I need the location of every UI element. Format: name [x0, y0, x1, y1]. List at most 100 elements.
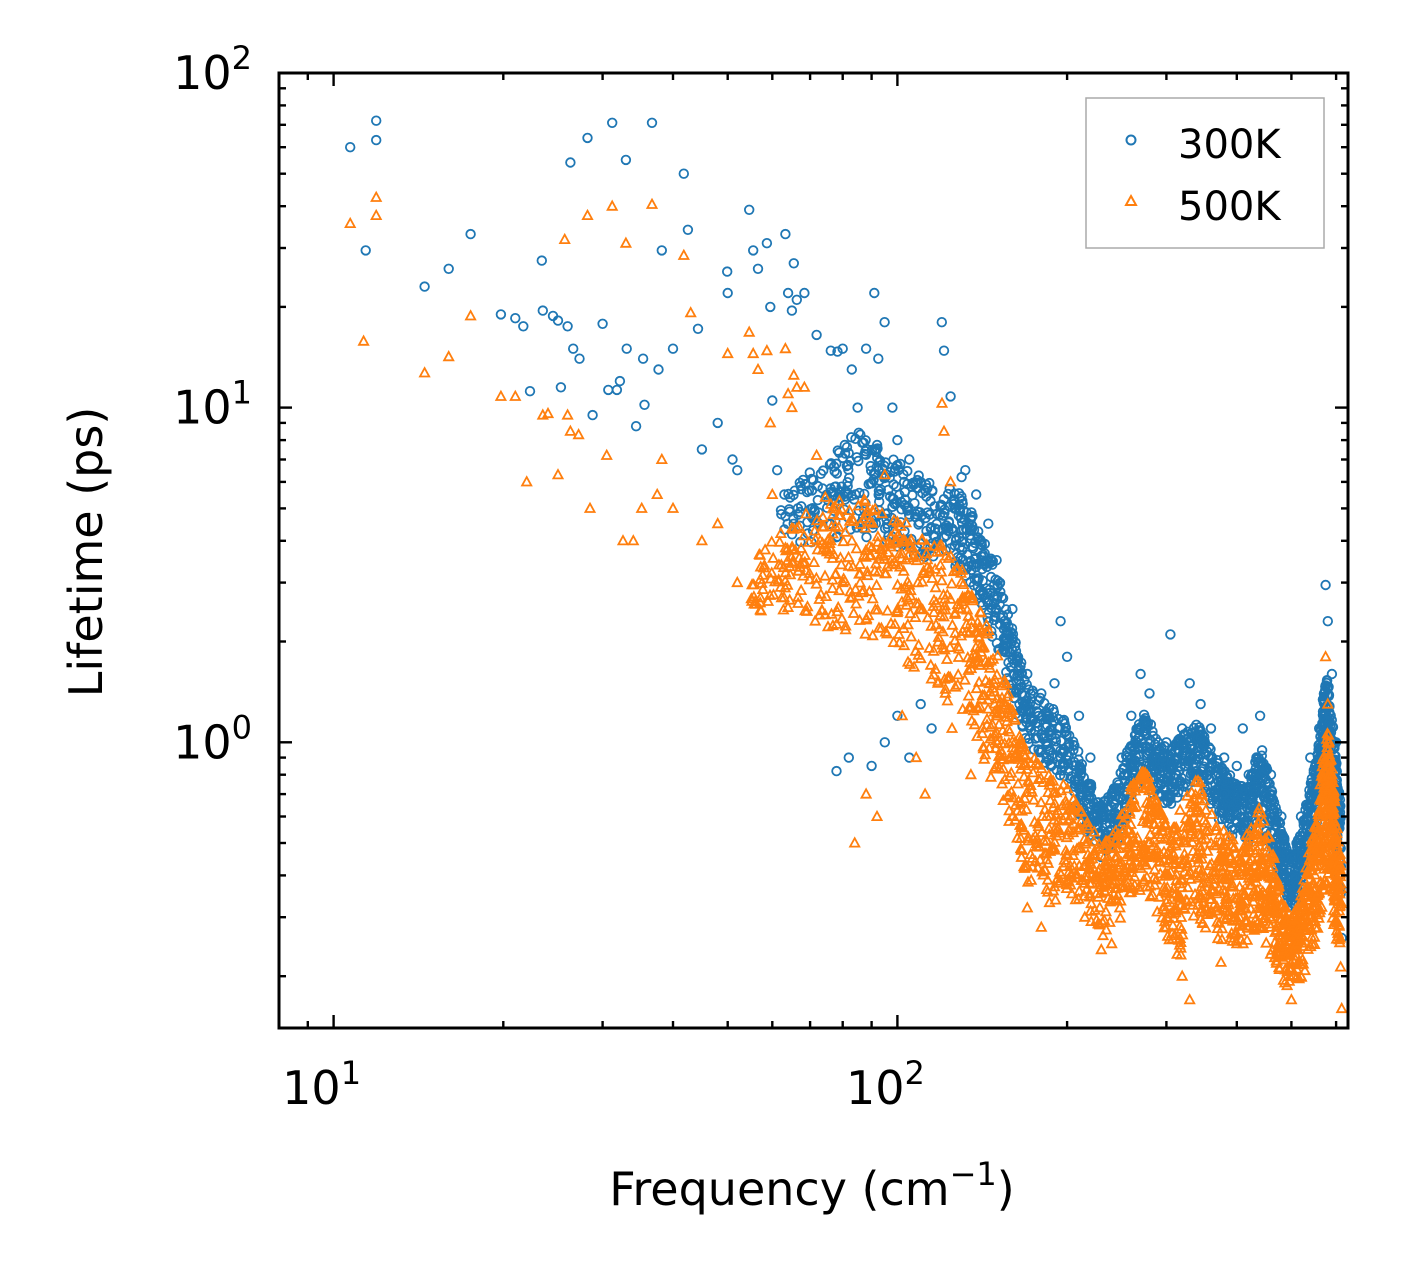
data-point-500K	[839, 525, 852, 537]
x-tick-label: 101	[282, 1054, 361, 1115]
data-point-300K	[1019, 674, 1030, 686]
data-point-300K	[345, 141, 356, 153]
data-point-500K	[1125, 862, 1138, 874]
data-point-500K	[1111, 894, 1124, 906]
data-point-300K	[915, 698, 926, 710]
data-point-500K	[976, 721, 989, 733]
data-point-500K	[1100, 923, 1113, 935]
data-point-500K	[866, 629, 879, 641]
data-point-300K	[888, 479, 899, 490]
data-point-300K	[568, 343, 579, 354]
data-point-500K	[942, 670, 955, 682]
plot-frame	[277, 71, 1350, 1030]
data-point-500K	[1194, 843, 1207, 855]
data-point-500K	[1098, 879, 1111, 891]
data-point-500K	[1213, 850, 1226, 862]
data-point-500K	[861, 565, 874, 577]
data-point-500K	[1314, 903, 1327, 915]
data-point-300K	[1276, 828, 1288, 840]
data-point-500K	[619, 236, 633, 248]
data-point-500K	[1001, 789, 1014, 801]
data-point-500K	[962, 663, 975, 675]
data-point-500K	[935, 574, 948, 586]
data-point-500K	[881, 545, 895, 558]
data-point-500K	[961, 651, 974, 663]
data-point-500K	[895, 582, 908, 594]
data-point-300K	[853, 427, 865, 439]
data-point-500K	[793, 551, 806, 563]
data-point-500K	[871, 603, 884, 615]
data-point-500K	[1225, 926, 1238, 938]
data-point-500K	[1218, 839, 1231, 851]
data-point-300K	[682, 224, 694, 236]
data-point-500K	[912, 638, 925, 650]
data-point-300K	[831, 468, 843, 479]
data-point-500K	[829, 567, 842, 580]
data-point-500K	[1166, 918, 1180, 930]
data-point-500K	[779, 342, 792, 354]
data-point-500K	[916, 533, 929, 545]
data-point-500K	[842, 559, 855, 571]
data-point-500K	[1215, 932, 1229, 945]
data-point-500K	[1330, 849, 1343, 861]
data-point-500K	[1264, 920, 1277, 932]
data-point-300K	[960, 465, 971, 476]
data-point-300K	[866, 760, 877, 772]
data-point-500K	[843, 503, 856, 515]
data-point-500K	[1227, 879, 1240, 891]
data-point-500K	[929, 581, 942, 593]
data-point-300K	[855, 429, 866, 440]
data-point-500K	[974, 606, 987, 618]
data-point-500K	[1130, 836, 1143, 848]
data-point-300K	[1247, 794, 1258, 805]
data-point-500K	[830, 617, 843, 629]
data-point-500K	[904, 583, 917, 596]
data-point-500K	[627, 534, 640, 546]
data-point-500K	[938, 599, 952, 611]
data-point-500K	[839, 619, 852, 631]
data-point-500K	[1217, 859, 1230, 871]
data-point-300K	[510, 313, 521, 324]
data-point-300K	[722, 266, 733, 277]
data-point-500K	[1127, 793, 1140, 805]
data-point-500K	[745, 592, 758, 604]
data-point-300K	[780, 228, 791, 240]
data-point-500K	[1061, 799, 1075, 811]
data-point-500K	[827, 547, 840, 559]
data-point-500K	[1105, 937, 1118, 949]
data-point-500K	[1071, 823, 1084, 835]
data-point-300K	[1085, 792, 1097, 803]
data-point-500K	[600, 448, 613, 460]
data-point-500K	[821, 620, 835, 632]
data-point-500K	[931, 676, 945, 688]
data-point-500K	[1254, 832, 1267, 845]
data-point-500K	[1048, 822, 1061, 834]
data-point-300K	[799, 287, 810, 299]
data-point-500K	[1176, 928, 1189, 940]
data-point-500K	[1201, 844, 1214, 856]
data-point-300K	[1025, 714, 1037, 726]
data-point-500K	[1165, 833, 1178, 846]
data-point-500K	[1321, 697, 1334, 709]
data-point-500K	[945, 577, 958, 589]
data-point-300K	[964, 530, 976, 541]
data-point-500K	[764, 416, 777, 428]
data-point-300K	[920, 512, 931, 524]
data-point-500K	[835, 612, 849, 624]
data-point-500K	[1015, 850, 1028, 862]
data-point-500K	[1223, 869, 1237, 881]
data-point-500K	[1186, 844, 1200, 856]
data-point-500K	[1096, 840, 1110, 852]
data-point-500K	[1020, 762, 1034, 774]
data-point-300K	[1256, 745, 1268, 756]
data-point-500K	[818, 569, 832, 581]
data-point-500K	[1273, 892, 1286, 904]
data-point-500K	[982, 623, 995, 635]
data-point-300K	[1219, 766, 1230, 777]
data-point-500K	[1034, 795, 1048, 808]
data-point-500K	[1140, 858, 1153, 870]
data-point-500K	[817, 519, 831, 531]
data-point-500K	[1170, 868, 1184, 880]
data-point-300K	[883, 484, 894, 496]
data-point-300K	[1321, 675, 1333, 687]
